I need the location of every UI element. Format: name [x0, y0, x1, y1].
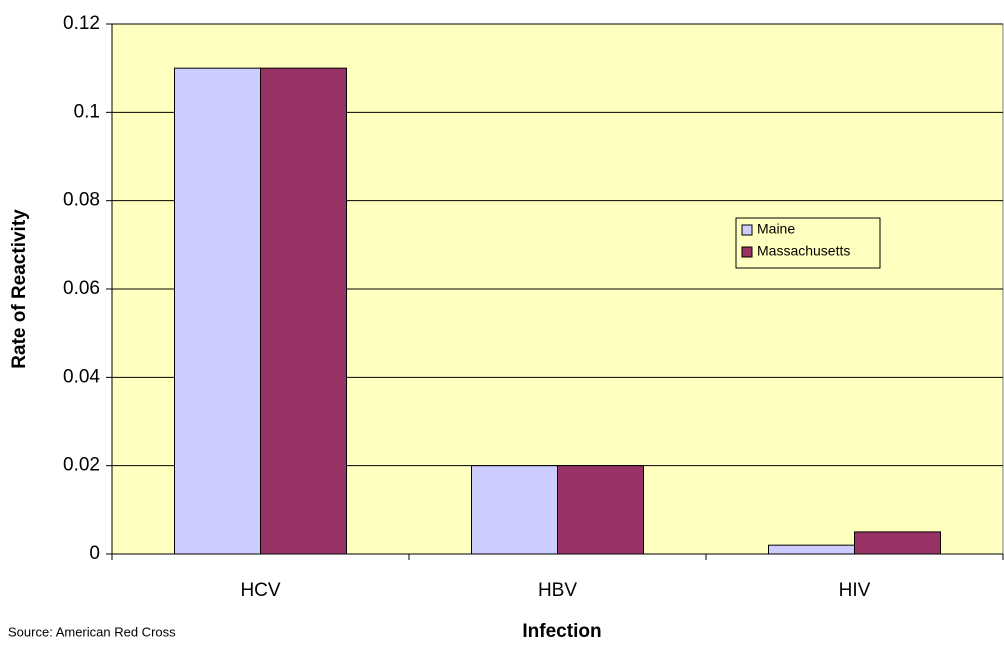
bar	[260, 67, 347, 555]
y-tick-label: 0.08	[63, 190, 100, 211]
x-tick-label: HCV	[240, 580, 280, 601]
y-tick-label: 0.12	[63, 13, 100, 34]
legend-swatch	[741, 246, 753, 258]
y-tick-label: 0.06	[63, 278, 100, 299]
bar	[557, 465, 644, 555]
x-tick-label: HBV	[538, 580, 577, 601]
legend-label: Massachusetts	[757, 243, 850, 259]
source: Source: American Red Cross	[8, 624, 176, 639]
y-axis-title: Rate of Reactivity	[9, 209, 30, 369]
y-tick-label: 0	[89, 543, 100, 564]
bar	[174, 67, 261, 555]
bar	[471, 465, 558, 555]
x-tick-label: HIV	[839, 580, 871, 601]
y-tick-label: 0.02	[63, 455, 100, 476]
legend-box	[735, 217, 881, 269]
legend-label: Maine	[757, 221, 795, 237]
x-axis-title: Infection	[522, 621, 601, 642]
legend-swatch	[741, 224, 753, 236]
bar	[768, 544, 855, 555]
y-tick-label: 0.04	[63, 366, 100, 387]
y-tick-label: 0.1	[74, 101, 100, 122]
bar	[854, 531, 941, 555]
